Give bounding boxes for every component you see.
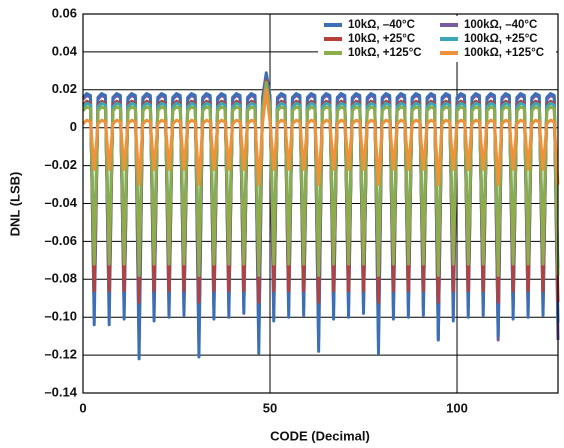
legend-label: 100kΩ, +25°C <box>464 33 538 45</box>
y-tick-label: 0.06 <box>52 5 77 20</box>
y-axis-label: DNL (LSB) <box>7 172 22 237</box>
y-tick-label: 0 <box>70 119 77 134</box>
x-tick-label: 50 <box>263 400 277 415</box>
y-tick-label: –0.06 <box>44 233 77 248</box>
x-axis-label: CODE (Decimal) <box>270 428 370 443</box>
plot-frame <box>82 13 559 394</box>
y-tick-label: –0.14 <box>44 384 77 399</box>
y-tick-label: 0.04 <box>52 43 78 58</box>
data-line <box>81 88 560 187</box>
x-tick-label: 0 <box>79 400 86 415</box>
legend-label: 100kΩ, +125°C <box>464 47 544 59</box>
legend-label: 10kΩ, –40°C <box>348 19 415 31</box>
y-tick-label: –0.12 <box>44 347 77 362</box>
legend-box <box>318 16 556 62</box>
legend-label: 10kΩ, +25°C <box>348 33 415 45</box>
legend-label: 10kΩ, +125°C <box>348 47 422 59</box>
data-line <box>81 80 560 278</box>
y-tick-label: –0.04 <box>44 195 77 210</box>
legend-label: 100kΩ, –40°C <box>464 19 537 31</box>
y-tick-label: –0.08 <box>44 271 77 286</box>
y-tick-label: –0.10 <box>44 309 77 324</box>
x-tick-label: 100 <box>446 400 468 415</box>
y-tick-label: 0.02 <box>52 81 77 96</box>
y-tick-label: –0.02 <box>44 157 77 172</box>
